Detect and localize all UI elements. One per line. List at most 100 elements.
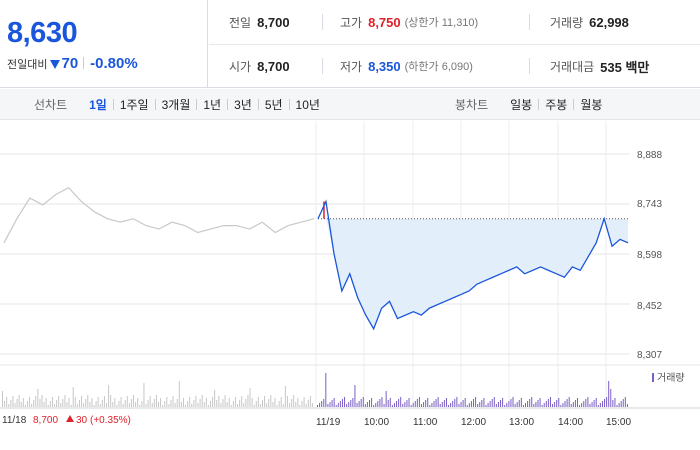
y-tick-label: 8,888 xyxy=(637,150,662,161)
tab-daily-candle[interactable]: 일봉 xyxy=(510,98,533,112)
volume-bar xyxy=(391,405,393,407)
volume-bar xyxy=(135,402,137,407)
volume-bar xyxy=(595,398,597,407)
volume-bar xyxy=(587,397,589,407)
volume-bar xyxy=(4,401,6,407)
volume-bar xyxy=(101,400,103,407)
tab-1-day[interactable]: 1일 xyxy=(89,98,107,112)
volume-bar xyxy=(518,400,520,407)
volume-bar xyxy=(172,396,174,407)
tab-3-months[interactable]: 3개월 xyxy=(161,98,191,112)
volume-bar xyxy=(33,400,35,407)
volume-bar xyxy=(187,401,189,407)
volume-bar xyxy=(299,405,301,407)
tab-1-year[interactable]: 1년 xyxy=(203,98,222,112)
volume-bar xyxy=(398,399,400,407)
stat-label: 거래대금 xyxy=(550,59,595,74)
up-triangle-icon xyxy=(66,415,74,422)
volume-bar xyxy=(427,398,429,407)
volume-bar xyxy=(408,398,410,407)
volume-bar xyxy=(289,403,291,407)
volume-bar xyxy=(385,391,387,407)
volume-bar xyxy=(373,405,375,407)
volume-bar xyxy=(291,399,293,407)
volume-bar xyxy=(556,400,558,407)
volume-bar xyxy=(64,395,66,407)
volume-bar xyxy=(83,403,85,407)
volume-bar xyxy=(62,399,64,407)
tab-3-years[interactable]: 3년 xyxy=(234,98,252,112)
volume-bar xyxy=(74,397,76,407)
volume-bar xyxy=(529,399,531,407)
volume-bar xyxy=(218,396,220,407)
volume-bar xyxy=(597,405,599,407)
volume-bar xyxy=(331,400,333,407)
volume-bar xyxy=(364,404,366,407)
volume-bar xyxy=(174,403,176,407)
volume-bar xyxy=(58,396,60,407)
stat-low: 저가 8,350 (하한가 6,090) xyxy=(340,44,473,88)
volume-bar xyxy=(241,396,243,407)
volume-bar xyxy=(375,403,377,407)
volume-bar xyxy=(618,403,620,407)
volume-bar xyxy=(274,398,276,407)
volume-bar xyxy=(110,395,112,407)
stat-value: 535 백만 xyxy=(600,59,650,75)
volume-bar xyxy=(137,398,139,407)
volume-bar xyxy=(147,400,149,407)
volume-bar xyxy=(452,401,454,407)
volume-bar xyxy=(516,402,518,407)
volume-bar xyxy=(485,405,487,407)
volume-bar xyxy=(2,391,3,407)
lower-limit: (하한가 6,090) xyxy=(404,61,473,73)
volume-bar xyxy=(431,403,433,407)
divider xyxy=(322,58,323,74)
volume-bar xyxy=(257,397,259,407)
volume-bar xyxy=(620,401,622,407)
volume-bar xyxy=(591,402,593,407)
volume-bar xyxy=(549,397,551,407)
volume-bar xyxy=(193,400,195,407)
volume-bar xyxy=(199,399,201,407)
volume-bar xyxy=(133,395,135,407)
volume-bar xyxy=(450,403,452,407)
volume-bar xyxy=(37,389,39,407)
x-tick-label: 11/19 xyxy=(316,417,341,428)
volume-bar xyxy=(160,398,162,407)
volume-bar xyxy=(153,399,155,407)
volume-bar xyxy=(122,404,124,407)
volume-bar xyxy=(54,404,55,407)
divider xyxy=(112,99,114,110)
volume-bar xyxy=(441,402,443,407)
volume-bar xyxy=(237,404,239,407)
volume-bar xyxy=(622,399,624,407)
price-chart: 8,888 8,743 8,598 8,452 8,307 거래량 11/18 … xyxy=(0,121,700,450)
tab-5-years[interactable]: 5년 xyxy=(264,98,283,112)
x-tick-label: 10:00 xyxy=(364,417,389,428)
volume-bar xyxy=(76,404,78,407)
volume-bar xyxy=(356,403,358,407)
volume-bar xyxy=(141,401,143,407)
volume-bar xyxy=(473,399,474,407)
line-chart-tabs: 선차트 1일 1주일 3개월 1년 3년 5년 10년 xyxy=(34,89,326,120)
stat-high: 고가 8,750 (상한가 11,310) xyxy=(340,0,478,44)
volume-bar xyxy=(541,405,543,407)
divider xyxy=(322,14,323,30)
volume-bar xyxy=(56,400,58,407)
tab-10-years[interactable]: 10년 xyxy=(295,98,320,112)
divider xyxy=(529,58,530,74)
tab-1-week[interactable]: 1주일 xyxy=(119,98,149,112)
volume-bar xyxy=(108,385,110,407)
volume-bar xyxy=(255,401,257,407)
volume-bar xyxy=(205,398,207,407)
tab-monthly-candle[interactable]: 월봉 xyxy=(580,98,603,112)
stat-label: 거래량 xyxy=(550,15,584,30)
change-label: 전일대비 xyxy=(7,59,48,71)
volume-bar xyxy=(307,400,309,407)
candle-chart-tabs: 봉차트 일봉 주봉 월봉 xyxy=(455,89,608,120)
volume-bar xyxy=(130,399,132,407)
volume-bar xyxy=(182,398,184,407)
tab-weekly-candle[interactable]: 주봉 xyxy=(545,98,568,112)
prev-day-date: 11/18 xyxy=(2,415,27,426)
stat-label: 시가 xyxy=(229,59,252,74)
